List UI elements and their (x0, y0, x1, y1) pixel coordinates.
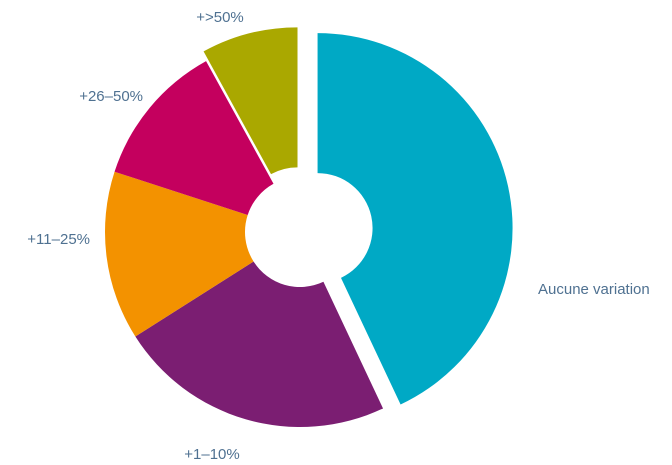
donut-segment (317, 33, 513, 405)
donut-segment (135, 261, 384, 428)
segment-label: +>50% (196, 9, 244, 26)
segment-label: +11–25% (27, 231, 90, 248)
donut-segment (114, 61, 274, 216)
donut-segment (105, 171, 254, 337)
donut-segment (203, 27, 298, 175)
segment-label: Aucune variation (538, 281, 650, 298)
segment-label: +1–10% (184, 446, 239, 463)
segment-label: +26–50% (79, 88, 143, 105)
